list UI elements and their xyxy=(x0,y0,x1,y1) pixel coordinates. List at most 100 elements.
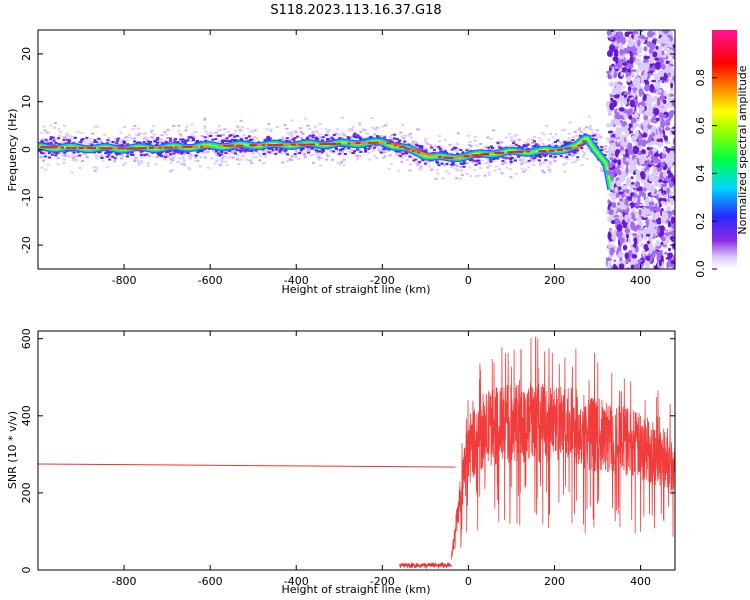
spectrogram-noise-cell xyxy=(607,260,612,269)
spectrogram-noise-cell xyxy=(660,241,664,246)
spectrogram-halo-cell xyxy=(152,133,156,136)
spectrogram-peak-cell xyxy=(42,146,50,149)
spectrogram-halo-cell xyxy=(246,127,250,130)
spectrogram-halo-cell xyxy=(95,157,99,160)
spectrogram-halo-cell xyxy=(198,165,202,168)
spectrogram-halo-cell xyxy=(396,154,400,157)
spectrogram-halo-cell xyxy=(350,129,354,132)
spectrogram-noise-cell xyxy=(670,82,674,89)
spectrogram-band-cell xyxy=(131,154,135,157)
spectrogram-noise-cell xyxy=(672,137,675,145)
spectrogram-band-cell xyxy=(85,136,89,139)
spectrogram-halo-cell xyxy=(599,167,603,170)
spectrogram-halo-cell xyxy=(71,159,75,162)
spectrogram-halo-cell xyxy=(361,151,365,154)
spectrogram-noise-cell xyxy=(657,30,662,36)
spectrogram-halo-cell xyxy=(165,153,169,156)
spectrogram-band-cell xyxy=(53,151,57,154)
spectrogram-halo-cell xyxy=(70,154,74,157)
spectrogram-band-cell xyxy=(526,143,530,146)
spectrogram-noise-cell xyxy=(624,227,631,234)
spectrogram-halo-cell xyxy=(137,163,141,166)
spectrogram-halo-cell xyxy=(383,124,387,127)
x-tick-label: -800 xyxy=(112,575,137,588)
spectrogram-band-cell xyxy=(591,134,595,137)
spectrogram-noise-cell xyxy=(633,233,637,237)
spectrogram-halo-cell xyxy=(526,138,530,141)
spectrogram-halo-cell xyxy=(577,128,581,131)
spectrogram-halo-cell xyxy=(311,161,315,164)
spectrogram-band-cell xyxy=(67,140,71,143)
spectrogram-halo-cell xyxy=(318,123,322,126)
spectrogram-noise-cell xyxy=(608,208,614,216)
spectrogram-noise-cell xyxy=(607,163,613,168)
spectrogram-halo-cell xyxy=(157,138,161,141)
spectrogram-halo-cell xyxy=(121,155,125,158)
spectrogram-halo-cell xyxy=(425,148,429,151)
spectrogram-halo-cell xyxy=(217,140,221,143)
spectrogram-halo-cell xyxy=(190,123,194,126)
spectrogram-peak-cell xyxy=(520,150,524,153)
spectrogram-halo-cell xyxy=(44,168,48,171)
spectrogram-noise-cell xyxy=(651,251,656,259)
spectrogram-noise-cell xyxy=(620,71,624,77)
spectrogram-peak-cell xyxy=(91,147,97,150)
spectrogram-halo-cell xyxy=(602,149,606,152)
spectrogram-noise-cell xyxy=(621,67,628,72)
spectrogram-halo-cell xyxy=(63,124,67,127)
spectrogram-halo-cell xyxy=(62,140,66,143)
spectrogram-halo-cell xyxy=(49,124,53,127)
spectrogram-band-cell xyxy=(347,147,351,150)
spectrogram-halo-cell xyxy=(44,141,48,144)
spectrogram-halo-cell xyxy=(465,162,469,165)
spectrogram-peak-cell xyxy=(117,147,125,150)
spectrogram-halo-cell xyxy=(147,155,151,158)
spectrogram-halo-cell xyxy=(408,163,412,166)
spectrogram-halo-cell xyxy=(500,141,504,144)
spectrogram-halo-cell xyxy=(135,159,139,162)
spectrogram-noise-cell xyxy=(618,107,625,112)
spectrogram-halo-cell xyxy=(59,141,63,144)
spectrogram-halo-cell xyxy=(456,132,460,135)
spectrogram-halo-cell xyxy=(504,136,508,139)
spectrogram-halo-cell xyxy=(351,138,355,141)
spectrogram-halo-cell xyxy=(163,153,167,156)
colorbar-label: Normalized spectral amplitude xyxy=(736,65,749,234)
spectrogram-halo-cell xyxy=(415,161,419,164)
spectrogram-halo-cell xyxy=(301,132,305,135)
spectrogram-band-cell xyxy=(263,138,267,141)
spectrogram-band-cell xyxy=(173,150,177,153)
spectrogram-noise-cell xyxy=(640,35,645,40)
spectrogram-band-cell xyxy=(414,158,418,161)
spectrogram-halo-cell xyxy=(585,147,589,150)
spectrogram-halo-cell xyxy=(356,156,360,159)
spectrogram-band-cell xyxy=(41,152,45,155)
spectrogram-halo-cell xyxy=(182,163,186,166)
spectrogram-band-cell xyxy=(408,155,412,158)
spectrogram-halo-cell xyxy=(520,163,524,166)
spectrogram-halo-cell xyxy=(194,157,198,160)
y-tick-label: -20 xyxy=(20,236,33,254)
spectrogram-halo-cell xyxy=(236,153,240,156)
spectrogram-halo-cell xyxy=(362,128,366,131)
spectrogram-halo-cell xyxy=(475,161,479,164)
spectrogram-band-cell xyxy=(424,151,428,154)
spectrogram-band-cell xyxy=(233,152,237,155)
spectrogram-halo-cell xyxy=(154,163,158,166)
spectrogram-noise-cell xyxy=(632,122,637,130)
spectrogram-band-cell xyxy=(418,145,422,148)
spectrogram-noise-cell xyxy=(647,253,652,256)
spectrogram-halo-cell xyxy=(43,129,47,132)
spectrogram-halo-cell xyxy=(121,139,125,142)
spectrogram-noise-cell xyxy=(654,81,661,90)
spectrogram-halo-cell xyxy=(239,119,243,122)
spectrogram-noise-cell xyxy=(651,132,656,137)
spectrogram-halo-cell xyxy=(560,129,564,132)
spectrogram-band-cell xyxy=(505,156,509,159)
spectrogram-noise-cell xyxy=(641,179,644,184)
spectrogram-band-cell xyxy=(430,146,434,149)
spectrogram-halo-cell xyxy=(326,154,330,157)
spectrogram-noise-cell xyxy=(637,231,642,237)
spectrogram-noise-cell xyxy=(657,48,663,58)
spectrogram-band-cell xyxy=(241,148,245,151)
